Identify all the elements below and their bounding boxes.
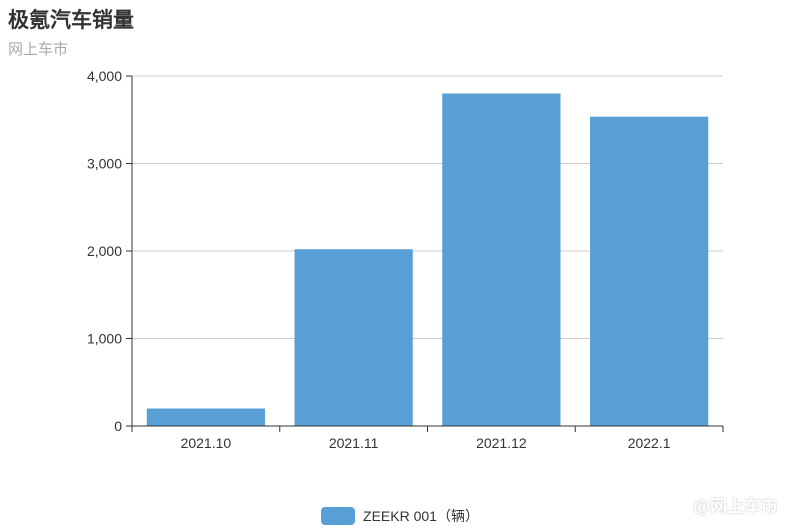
chart-title: 极氪汽车销量 (8, 8, 134, 32)
legend-swatch[interactable] (321, 507, 356, 525)
x-tick-label: 2021.12 (476, 435, 527, 451)
bar[interactable] (590, 116, 709, 426)
y-tick-label: 4,000 (87, 68, 122, 84)
tick-labels: 0 1,000 2,000 3,000 4,000 2021.10 2021.11 2021.… (87, 68, 671, 451)
y-tick-label: 3,000 (87, 156, 122, 172)
x-tick-label: 2021.11 (329, 435, 379, 451)
bar[interactable] (442, 93, 561, 427)
axes (126, 75, 724, 432)
legend[interactable]: ZEEKR 001（辆） (0, 506, 800, 526)
watermark-logo: @网上车市 (693, 497, 778, 517)
y-tick-label: 2,000 (87, 243, 122, 259)
bars (146, 93, 709, 427)
bar[interactable] (294, 249, 413, 426)
bar[interactable] (146, 408, 265, 427)
x-tick-label: 2021.10 (181, 435, 232, 451)
y-tick-label: 1,000 (87, 331, 122, 347)
y-tick-label: 0 (114, 418, 122, 434)
legend-label[interactable]: ZEEKR 001（辆） (363, 508, 479, 524)
chart-subtitle: 网上车市 (8, 40, 69, 58)
x-tick-label: 2022.1 (628, 435, 671, 451)
